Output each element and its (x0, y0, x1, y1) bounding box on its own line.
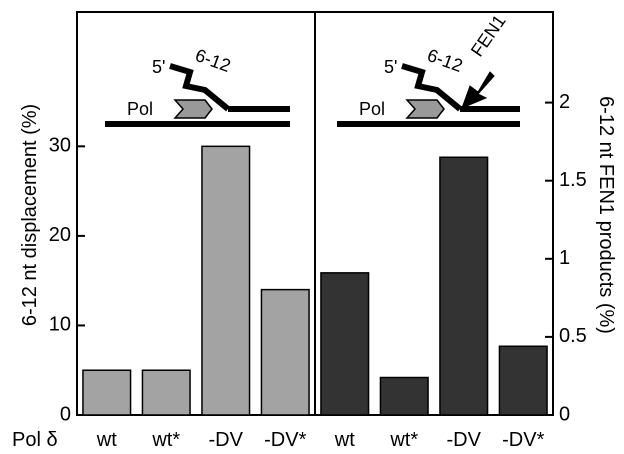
x-tick-label: wt (96, 429, 117, 451)
y2-axis-label: 6-12 nt FEN1 products (%) (595, 96, 617, 334)
page: 6-12 nt displacement (%) 6-12 nt FEN1 pr… (0, 0, 624, 454)
annotation: 6-12 (425, 45, 466, 76)
y-tick-label: 0 (60, 403, 71, 425)
x-axis-label: Pol δ (12, 429, 58, 451)
y-tick-label: 10 (49, 314, 71, 336)
bar (261, 290, 309, 415)
annotation: 6-12 (193, 45, 234, 76)
bar (380, 378, 428, 415)
x-tick-label: wt (334, 429, 355, 451)
x-tick-label: wt* (389, 429, 418, 451)
y-axis-label: 6-12 nt displacement (%) (19, 104, 41, 326)
x-tick-label: -DV* (502, 429, 544, 451)
bar (499, 346, 547, 415)
y-tick-label: 30 (49, 135, 71, 157)
bar (202, 146, 250, 415)
annotation: 5' (152, 57, 165, 77)
x-tick-label: -DV (209, 429, 244, 451)
x-tick-label: wt* (151, 429, 180, 451)
y-tick-label: 0 (559, 403, 570, 425)
bar (321, 273, 369, 415)
y-tick-label: 0.5 (559, 325, 587, 347)
annotation: 5' (384, 57, 397, 77)
y-tick-label: 20 (49, 224, 71, 246)
annotation: Pol (127, 99, 153, 119)
y-tick-label: 1 (559, 247, 570, 269)
chart: 6-12 nt displacement (%) 6-12 nt FEN1 pr… (0, 0, 624, 454)
y-tick-label: 1.5 (559, 169, 587, 191)
y-tick-label: 2 (559, 91, 570, 113)
annotation: FEN1 (467, 11, 510, 60)
bar (440, 157, 488, 415)
annotation: Pol (359, 99, 385, 119)
bar (142, 370, 190, 415)
x-tick-label: -DV* (264, 429, 306, 451)
bar (83, 370, 131, 415)
x-tick-label: -DV (447, 429, 482, 451)
